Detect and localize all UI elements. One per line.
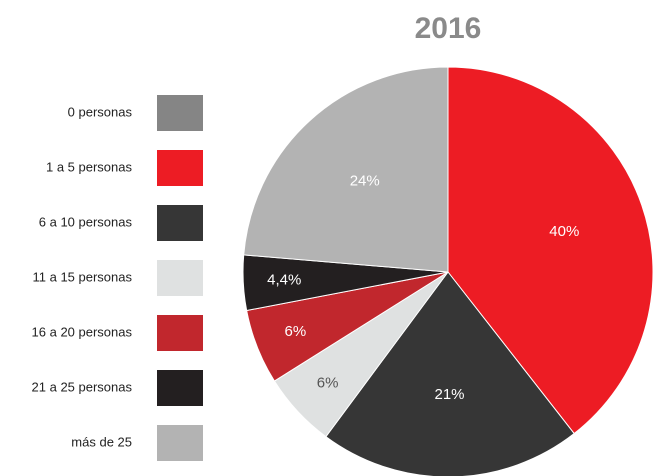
legend-label: 0 personas <box>68 104 133 119</box>
pie-slice <box>447 66 654 435</box>
legend-swatch <box>157 315 203 351</box>
legend-label: 6 a 10 personas <box>39 214 133 229</box>
slice-label: 40% <box>549 223 579 240</box>
pie-slice <box>325 271 575 476</box>
slice-label: 4,4% <box>267 272 301 289</box>
chart-title: 2016 <box>415 12 482 45</box>
legend-label: más de 25 <box>71 434 132 449</box>
slice-label: 6% <box>317 374 339 391</box>
legend-swatch <box>157 260 203 296</box>
legend-swatch <box>157 150 203 186</box>
slice-label: 21% <box>435 386 465 403</box>
legend-label: 21 a 25 personas <box>32 379 133 394</box>
legend-swatch <box>157 370 203 406</box>
slice-label: 24% <box>350 172 380 189</box>
legend-swatch <box>157 425 203 461</box>
pie-slice <box>243 66 449 273</box>
legend-swatch <box>157 205 203 241</box>
legend-label: 1 a 5 personas <box>46 159 133 174</box>
slice-label: 6% <box>285 323 307 340</box>
legend-label: 11 a 15 personas <box>33 269 133 284</box>
legend-label: 16 a 20 personas <box>32 324 133 339</box>
legend-swatch <box>157 95 203 131</box>
